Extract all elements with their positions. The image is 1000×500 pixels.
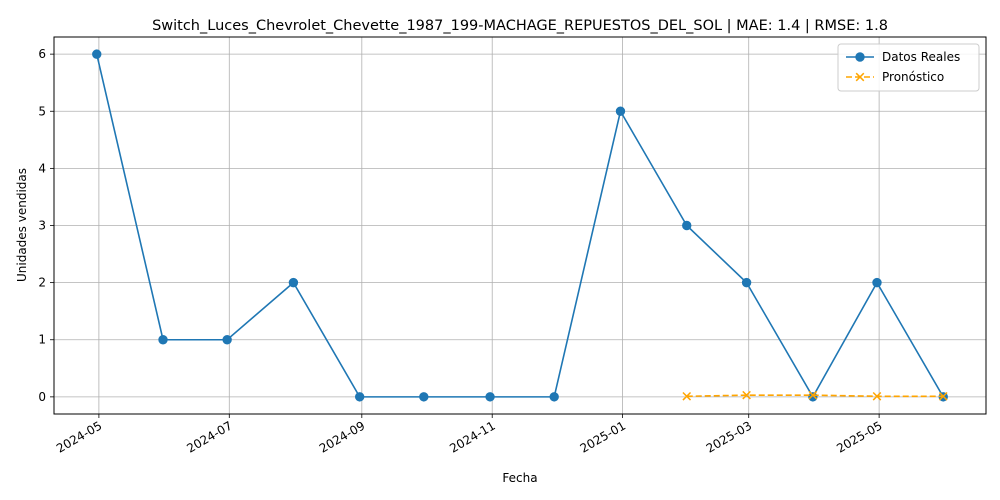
y-tick-label: 4 xyxy=(38,161,46,175)
x-tick-label: 2025-05 xyxy=(834,418,884,455)
y-tick-label: 1 xyxy=(38,333,46,347)
data-point xyxy=(158,335,168,345)
x-tick-label: 2025-01 xyxy=(578,418,628,455)
legend: Datos Reales Pronóstico xyxy=(837,43,980,92)
x-axis-label: Fecha xyxy=(502,471,537,485)
legend-swatch-marker xyxy=(855,72,865,82)
legend-box xyxy=(837,43,980,92)
legend-label: Pronóstico xyxy=(882,70,944,84)
data-point xyxy=(741,277,752,288)
y-tick-label: 0 xyxy=(38,390,46,404)
x-tick-label: 2024-09 xyxy=(317,418,367,455)
legend-item: Pronóstico xyxy=(846,70,944,84)
y-tick-label: 6 xyxy=(38,47,46,61)
x-tick-label: 2024-11 xyxy=(447,418,497,455)
y-ticks: 0 1 2 3 4 5 6 xyxy=(38,47,54,404)
x-ticks: 2024-05 2024-07 2024-09 2024-11 2025-01 2025-… xyxy=(54,414,885,456)
series-line xyxy=(95,53,944,399)
grid-layer xyxy=(54,37,986,414)
legend-swatch-marker xyxy=(855,52,865,62)
data-point xyxy=(938,391,948,401)
x-tick-label: 2024-05 xyxy=(54,418,104,455)
data-point xyxy=(808,392,818,402)
legend-label: Datos Reales xyxy=(882,50,960,64)
chart-title: Switch_Luces_Chevrolet_Chevette_1987_199… xyxy=(152,18,888,34)
data-point xyxy=(742,390,751,400)
data-point xyxy=(485,392,495,402)
x-tick-label: 2024-07 xyxy=(184,418,234,455)
x-tick-label: 2025-03 xyxy=(704,418,754,455)
y-tick-label: 2 xyxy=(38,276,46,290)
data-point xyxy=(549,392,559,402)
series-actual xyxy=(92,49,948,402)
y-axis-label: Unidades vendidas xyxy=(15,168,29,282)
data-point xyxy=(615,106,626,116)
data-point xyxy=(288,277,299,288)
y-tick-label: 5 xyxy=(38,104,46,118)
legend-item: Datos Reales xyxy=(846,50,960,64)
data-point xyxy=(682,220,692,231)
series-forecast xyxy=(682,390,948,401)
y-tick-label: 3 xyxy=(38,219,46,233)
data-point xyxy=(354,392,365,402)
data-point xyxy=(872,391,882,401)
data-point xyxy=(682,391,692,401)
data-point xyxy=(419,392,429,402)
data-point xyxy=(808,390,818,400)
data-point xyxy=(872,277,882,288)
series-layer xyxy=(92,49,948,402)
data-point xyxy=(222,335,232,345)
data-point xyxy=(92,49,102,59)
